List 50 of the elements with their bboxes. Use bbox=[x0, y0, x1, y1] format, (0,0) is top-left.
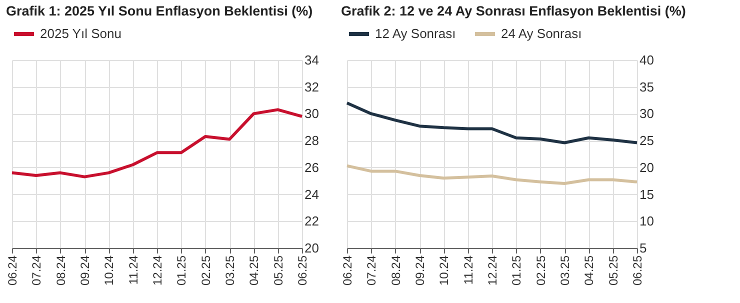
line-series bbox=[346, 101, 638, 144]
x-tick-label: 11.24 bbox=[461, 255, 476, 285]
y-tick-label: 26 bbox=[304, 160, 319, 175]
x-tick-label: 05.25 bbox=[606, 255, 620, 286]
y-tick-label: 5 bbox=[640, 240, 647, 256]
x-tick-label: 09.24 bbox=[78, 255, 92, 286]
chart-title: Grafik 2: 12 ve 24 Ay Sonrası Enflasyon Beklentisi (%) bbox=[341, 4, 686, 18]
x-tick-label: 12.24 bbox=[150, 255, 164, 286]
y-tick-label: 15 bbox=[640, 186, 654, 202]
y-tick-label: 22 bbox=[304, 214, 319, 229]
x-tick-label: 06.25 bbox=[296, 255, 310, 286]
x-tick-label: 02.25 bbox=[198, 255, 213, 286]
y-tick-label: 32 bbox=[304, 79, 319, 94]
x-tick-label: 12.24 bbox=[486, 255, 500, 286]
y-tick-label: 28 bbox=[304, 133, 319, 148]
legend-label: 24 Ay Sonrası bbox=[501, 26, 582, 41]
x-tick-label: 06.24 bbox=[6, 255, 20, 286]
line-series bbox=[346, 164, 638, 186]
x-tick-label: 09.24 bbox=[413, 255, 427, 286]
x-tick-label: 11.24 bbox=[126, 255, 140, 285]
x-tick-label: 10.24 bbox=[102, 255, 116, 286]
x-tick-label: 10.24 bbox=[437, 255, 452, 286]
y-tick-label: 30 bbox=[304, 106, 319, 122]
legend-label: 2025 Yıl Sonu bbox=[40, 26, 122, 41]
y-tick-label: 34 bbox=[304, 52, 319, 68]
y-tick-label: 25 bbox=[640, 133, 654, 148]
x-tick-label: 01.25 bbox=[510, 255, 524, 286]
x-tick-label: 07.24 bbox=[364, 255, 379, 286]
y-tick-label: 20 bbox=[304, 240, 319, 256]
x-tick-label: 06.25 bbox=[630, 255, 644, 286]
x-tick-label: 04.25 bbox=[582, 255, 596, 286]
y-tick-label: 10 bbox=[640, 214, 654, 229]
y-tick-label: 30 bbox=[640, 106, 654, 122]
x-tick-label: 04.25 bbox=[247, 255, 262, 286]
x-tick-label: 01.25 bbox=[174, 255, 189, 286]
line-series bbox=[10, 108, 304, 178]
x-tick-label: 06.24 bbox=[340, 255, 354, 286]
y-tick-label: 24 bbox=[304, 186, 319, 202]
y-tick-label: 40 bbox=[640, 52, 654, 68]
x-tick-label: 03.25 bbox=[223, 255, 237, 286]
y-tick-label: 35 bbox=[640, 79, 654, 94]
chart-title: Grafik 1: 2025 Yıl Sonu Enflasyon Beklentisi (%) bbox=[6, 4, 313, 18]
x-tick-label: 05.25 bbox=[271, 255, 286, 286]
x-tick-label: 02.25 bbox=[534, 255, 548, 286]
x-tick-label: 08.24 bbox=[388, 255, 403, 286]
y-tick-label: 20 bbox=[640, 160, 654, 175]
x-tick-label: 08.24 bbox=[54, 255, 68, 286]
x-tick-label: 03.25 bbox=[558, 255, 572, 286]
x-tick-label: 07.24 bbox=[30, 255, 44, 286]
legend-label: 12 Ay Sonrası bbox=[375, 26, 456, 41]
